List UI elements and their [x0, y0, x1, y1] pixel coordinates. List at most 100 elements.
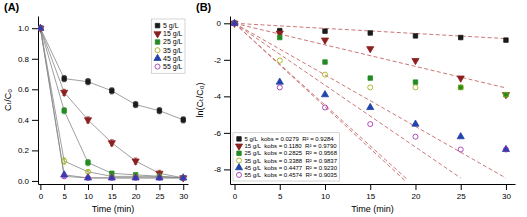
- x-tick: 15: [366, 184, 375, 201]
- point: [413, 85, 418, 90]
- point: [368, 85, 373, 90]
- y-tick: 0.2: [18, 146, 38, 155]
- x-tick-label: 15: [108, 192, 117, 201]
- point: [38, 24, 44, 30]
- legend-label: 35 g/L: [163, 47, 183, 55]
- y-tick-label: 0.8: [18, 55, 30, 64]
- point: [323, 60, 327, 64]
- fit-line: [235, 23, 506, 88]
- x-tick-mark: [40, 184, 41, 190]
- error-bar: [86, 160, 90, 166]
- y-tick: 0.0: [18, 177, 38, 186]
- x-tick-mark: [461, 184, 462, 190]
- point: [132, 159, 139, 165]
- point: [278, 35, 282, 39]
- x-tick: 5: [278, 184, 283, 201]
- legend-symbol: [155, 48, 160, 53]
- error-bar: [110, 88, 114, 94]
- y-tick: 0.8: [18, 55, 38, 64]
- legend-label: 45 g/L kobs = 0.4477 R² = 0.9230: [245, 165, 338, 171]
- x-tick-mark: [370, 184, 371, 190]
- x-tick-label: 30: [502, 192, 511, 201]
- legend: 5 g/L kobs = 0.0279 R² = 0.928415 g/L ko…: [233, 133, 340, 181]
- point: [156, 174, 163, 180]
- chart-canvas: 0510152025300.00.20.40.60.81.0Time (min)…: [0, 0, 527, 217]
- legend-label: 25 g/L: [163, 38, 183, 46]
- x-tick-mark: [159, 184, 160, 190]
- error-bar: [62, 158, 66, 164]
- point: [276, 78, 283, 84]
- x-tick-label: 20: [132, 192, 141, 201]
- y-tick-mark: [224, 60, 230, 61]
- fit-line: [235, 23, 461, 178]
- legend-label: 15 g/L kobs = 0.1180 R² = 0.9790: [245, 143, 338, 149]
- error-bar: [62, 76, 66, 82]
- point: [108, 141, 115, 147]
- y-tick-label: 0.0: [18, 177, 30, 186]
- point: [458, 147, 463, 152]
- x-tick: 30: [502, 184, 511, 201]
- point: [367, 47, 374, 53]
- y-tick-label: 0.2: [18, 146, 30, 155]
- point: [504, 92, 508, 96]
- point: [84, 118, 91, 124]
- point: [62, 159, 67, 164]
- legend-label: 45 g/L: [163, 55, 183, 63]
- point: [62, 108, 66, 112]
- legend-label: 15 g/L: [163, 30, 183, 38]
- legend-box: [233, 133, 340, 181]
- point: [109, 175, 114, 180]
- x-tick-label: 30: [179, 192, 188, 201]
- x-tick: 20: [412, 184, 421, 201]
- point: [181, 175, 186, 180]
- x-tick-label: 0: [39, 192, 44, 201]
- point: [412, 120, 419, 126]
- x-tick-label: 0: [233, 192, 238, 201]
- point: [458, 85, 462, 89]
- x-tick-label: 20: [412, 192, 421, 201]
- fit-line: [235, 23, 407, 182]
- y-tick: -2: [214, 56, 230, 65]
- x-tick-mark: [280, 184, 281, 190]
- point: [368, 122, 373, 127]
- y-axis-line: [230, 17, 231, 185]
- point: [504, 38, 508, 42]
- x-tick-mark: [136, 184, 137, 190]
- point: [502, 93, 509, 99]
- point: [502, 145, 509, 151]
- point: [413, 34, 417, 38]
- point: [458, 35, 462, 39]
- y-tick-mark: [32, 150, 38, 151]
- x-tick: 25: [155, 184, 164, 201]
- x-axis-title: Time (min): [92, 204, 135, 214]
- x-axis-title: Time (min): [351, 204, 394, 214]
- legend-symbol: [235, 144, 242, 150]
- point: [61, 90, 68, 96]
- panel: 0510152025300-2-4-6-8Time (min)ln(Cₜ/C₀)…: [195, 17, 516, 215]
- y-tick: 1.0: [18, 24, 38, 33]
- legend: 5 g/L15 g/L25 g/L35 g/L45 g/L55 g/L: [152, 19, 185, 73]
- x-axis-line: [231, 184, 516, 185]
- y-tick-label: -8: [214, 165, 222, 174]
- x-tick: 0: [39, 184, 44, 201]
- point: [157, 108, 161, 112]
- x-axis-line: [39, 184, 189, 185]
- x-axis: 051015202530: [231, 184, 516, 201]
- y-tick-mark: [32, 120, 38, 121]
- y-tick-mark: [224, 23, 230, 24]
- point: [157, 175, 162, 180]
- x-tick: 20: [132, 184, 141, 201]
- panel-title: (B): [196, 1, 212, 13]
- y-tick: 0.4: [18, 116, 38, 125]
- error-bar: [86, 79, 90, 85]
- legend-symbol: [154, 32, 161, 38]
- x-axis: 051015202530: [39, 184, 189, 201]
- error-bar: [158, 108, 162, 114]
- x-tick: 5: [62, 184, 67, 201]
- point: [277, 85, 282, 90]
- point: [323, 29, 327, 33]
- point: [133, 102, 137, 106]
- legend-symbol: [155, 40, 159, 44]
- point: [110, 89, 114, 93]
- y-tick-mark: [32, 59, 38, 60]
